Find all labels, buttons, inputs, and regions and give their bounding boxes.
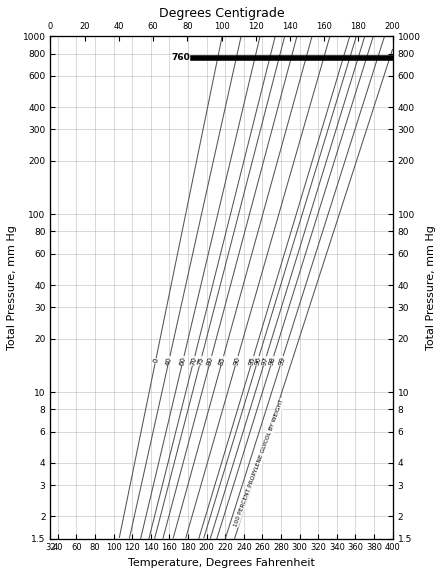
Text: 70: 70	[190, 355, 198, 366]
Text: 90: 90	[233, 355, 241, 366]
Text: 75: 75	[197, 356, 205, 366]
Text: 85: 85	[218, 356, 226, 366]
Text: 97: 97	[260, 355, 269, 366]
Text: 95: 95	[248, 355, 256, 366]
Text: 96: 96	[253, 355, 262, 366]
Text: 0: 0	[152, 358, 159, 363]
Text: 80: 80	[206, 355, 214, 366]
Y-axis label: Total Pressure, mm Hg: Total Pressure, mm Hg	[426, 225, 436, 350]
X-axis label: Temperature, Degrees Fahrenheit: Temperature, Degrees Fahrenheit	[128, 558, 315, 568]
Text: 98: 98	[268, 355, 276, 366]
Text: 40: 40	[165, 356, 173, 366]
Y-axis label: Total Pressure, mm Hg: Total Pressure, mm Hg	[7, 225, 17, 350]
Text: 60: 60	[179, 356, 187, 366]
Text: 100 PERCENT PROPYLENE GLYCOL BY WEIGHT: 100 PERCENT PROPYLENE GLYCOL BY WEIGHT	[233, 398, 285, 527]
Text: 99: 99	[277, 355, 286, 366]
X-axis label: Degrees Centigrade: Degrees Centigrade	[159, 7, 284, 20]
Text: 760: 760	[171, 53, 190, 62]
